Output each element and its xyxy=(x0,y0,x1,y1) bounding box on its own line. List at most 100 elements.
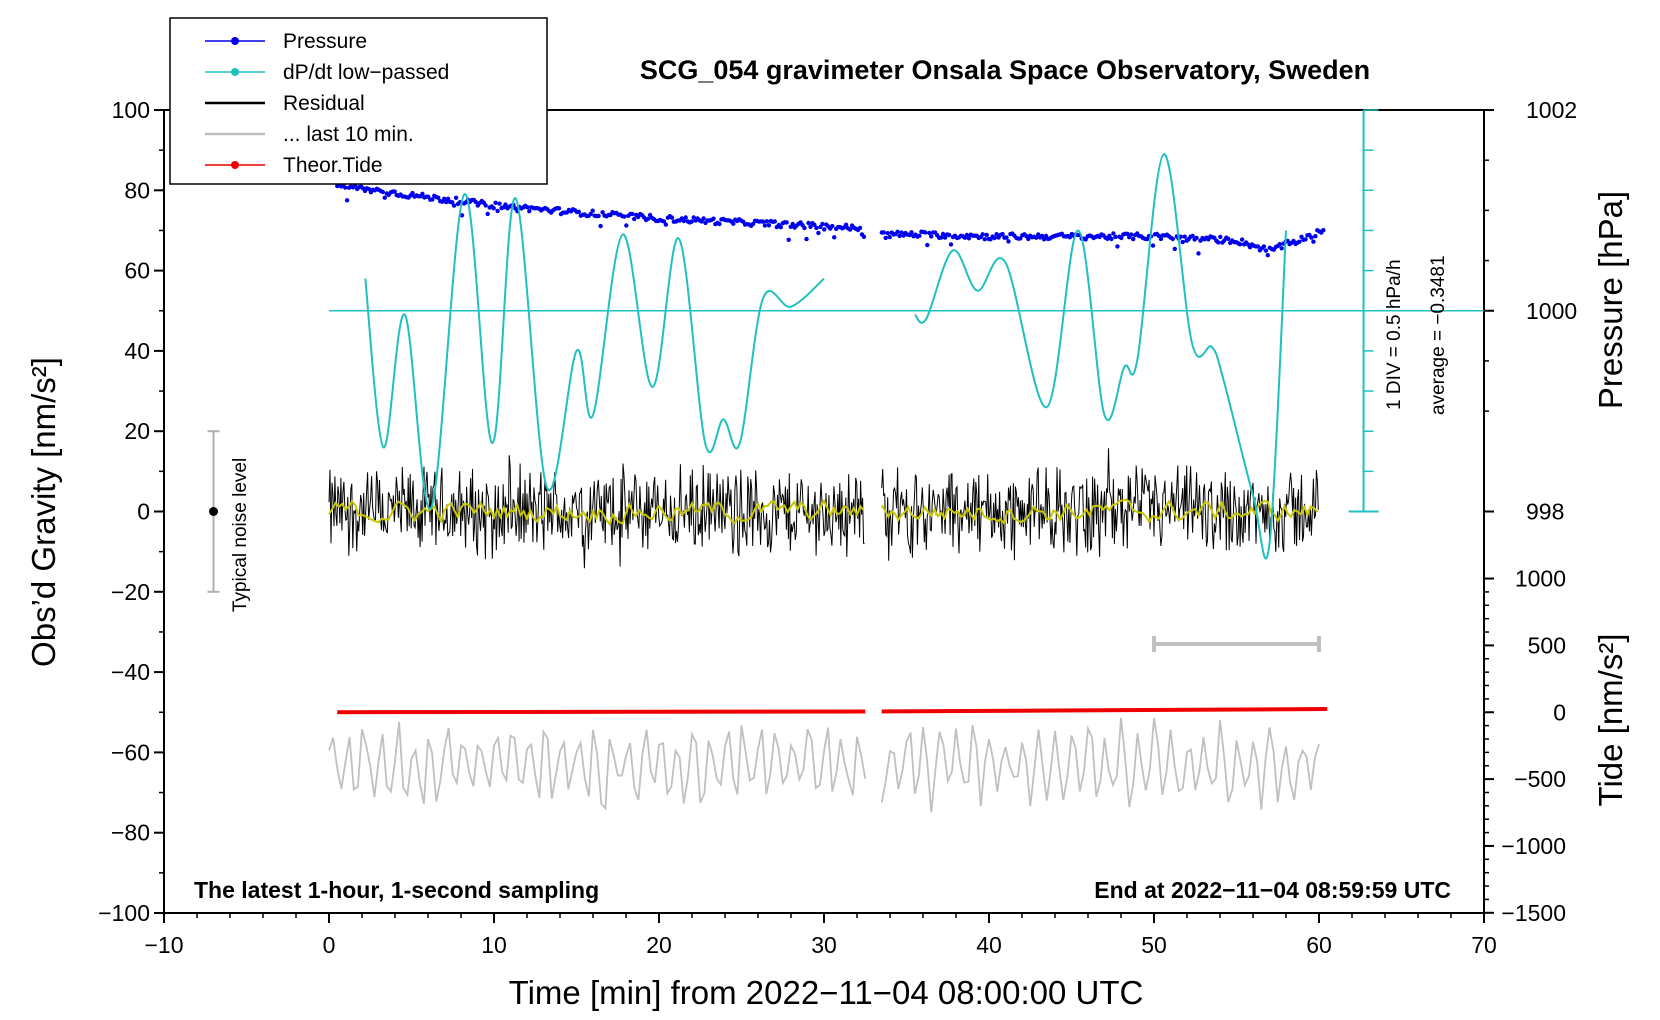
pressure-point xyxy=(420,191,425,196)
pressure-point xyxy=(861,234,867,239)
tide-tick-label: −500 xyxy=(1514,766,1566,792)
pressure-point xyxy=(1261,244,1267,249)
pressure-point xyxy=(897,233,902,239)
y-tick-label: −20 xyxy=(111,579,150,605)
pressure-point xyxy=(762,223,768,228)
pressure-point xyxy=(1277,242,1282,247)
y-tick-label: −60 xyxy=(111,739,150,765)
pressure-point xyxy=(940,231,946,237)
legend-label: Pressure xyxy=(283,30,367,53)
legend-items: Pressure dP/dt low−passed Residual ... last… xyxy=(205,30,449,177)
pressure-point xyxy=(731,221,736,226)
y-tick-label: −80 xyxy=(111,820,150,846)
pressure-point xyxy=(491,206,496,211)
pressure-point xyxy=(622,214,627,219)
pressure-point xyxy=(1279,246,1284,251)
pressure-point xyxy=(497,201,502,206)
x-axis-label: Time [min] from 2022−11−04 08:00:00 UTC xyxy=(509,974,1144,1011)
pressure-point xyxy=(632,216,637,222)
tide-tick-label: 500 xyxy=(1528,632,1566,658)
pressure-point xyxy=(1255,244,1261,249)
tide-tick-label: −1000 xyxy=(1501,833,1566,859)
pressure-point xyxy=(576,209,581,214)
legend: Pressure dP/dt low−passed Residual ... last… xyxy=(169,17,548,185)
pressure-point xyxy=(483,203,488,208)
pressure-point xyxy=(1239,237,1245,242)
y-tick-label: 0 xyxy=(137,499,150,525)
pressure-point xyxy=(459,213,465,218)
y-tick-label: 60 xyxy=(124,258,150,284)
pressure-point xyxy=(689,219,694,224)
residual-series xyxy=(328,448,1319,569)
pressure-point xyxy=(527,209,532,214)
pressure-point xyxy=(832,235,837,240)
noise-level-bar xyxy=(207,430,220,593)
pressure-point xyxy=(598,223,603,229)
annotation-left: The latest 1-hour, 1-second sampling xyxy=(194,877,599,903)
pressure-point xyxy=(382,195,387,200)
x-axis: −10 0 10 20 30 40 50 60 70 xyxy=(144,913,1497,958)
pressure-point xyxy=(663,222,669,227)
pressure-point xyxy=(1156,233,1162,238)
pressure-point xyxy=(630,211,635,217)
pressure-point xyxy=(1190,233,1195,239)
pressure-point xyxy=(1150,243,1156,248)
pressure-point xyxy=(1194,235,1199,241)
pressure-point xyxy=(1119,235,1124,241)
pressure-point xyxy=(717,221,722,227)
pressure-point xyxy=(1321,228,1326,233)
pressure-point xyxy=(994,232,999,237)
x-tick-label: −10 xyxy=(144,932,183,958)
y-tick-label: 80 xyxy=(124,177,150,203)
residual-smoothed-line xyxy=(328,498,865,527)
annotation-right: End at 2022−11−04 08:59:59 UTC xyxy=(1094,877,1451,903)
pressure-point xyxy=(923,230,928,235)
pressure-tick-label: 1002 xyxy=(1526,97,1577,123)
x-tick-label: 40 xyxy=(976,932,1002,958)
pressure-point xyxy=(1039,233,1045,239)
pressure-point xyxy=(1113,234,1118,240)
pressure-point xyxy=(1041,237,1047,242)
pressure-point xyxy=(925,242,930,248)
pressure-point xyxy=(596,213,601,219)
pressure-point xyxy=(982,237,987,242)
last-10-min-line xyxy=(880,717,1320,813)
pressure-point xyxy=(1131,236,1136,242)
legend-box xyxy=(169,17,548,185)
last-10-min-series xyxy=(328,717,1320,813)
pressure-point xyxy=(1000,231,1005,237)
tide-axis: 1000 500 0 −500 −1000 −1500 xyxy=(1484,566,1566,926)
pressure-point xyxy=(857,225,863,231)
tide-tick-label: 1000 xyxy=(1515,566,1566,592)
pressure-point xyxy=(1265,253,1271,258)
y-tick-label: 100 xyxy=(112,97,150,123)
pressure-point xyxy=(1237,242,1243,247)
pressure-point xyxy=(966,236,972,241)
pressure-point xyxy=(1216,240,1221,245)
x-tick-label: 20 xyxy=(646,932,672,958)
legend-label: Theor.Tide xyxy=(283,154,383,177)
y-tick-label: 20 xyxy=(124,418,150,444)
pressure-point xyxy=(344,198,350,203)
pressure-point xyxy=(661,219,667,224)
pressure-point xyxy=(701,216,706,221)
pressure-point xyxy=(1006,239,1011,244)
pressure-point xyxy=(764,219,770,224)
pressure-point xyxy=(430,197,435,202)
pressure-point xyxy=(444,199,449,205)
pressure-point xyxy=(1182,234,1187,239)
pressure-point xyxy=(772,219,777,224)
pressure-point xyxy=(816,230,821,236)
residual-smoothed-line xyxy=(880,498,1319,526)
pressure-point xyxy=(669,215,675,220)
pressure-point xyxy=(1107,233,1112,238)
pressure-point xyxy=(1297,239,1302,244)
y-axis-label-tide: Tide [nm/s²] xyxy=(1592,634,1629,807)
pressure-point xyxy=(1109,236,1114,242)
y-axis: 100 80 60 40 20 0 −20 −40 −60 −80 −100 xyxy=(98,97,164,926)
pressure-point xyxy=(946,232,952,238)
pressure-point xyxy=(847,227,853,232)
pressure-point xyxy=(1111,231,1116,236)
pressure-point xyxy=(485,211,490,217)
pressure-point xyxy=(503,202,508,207)
